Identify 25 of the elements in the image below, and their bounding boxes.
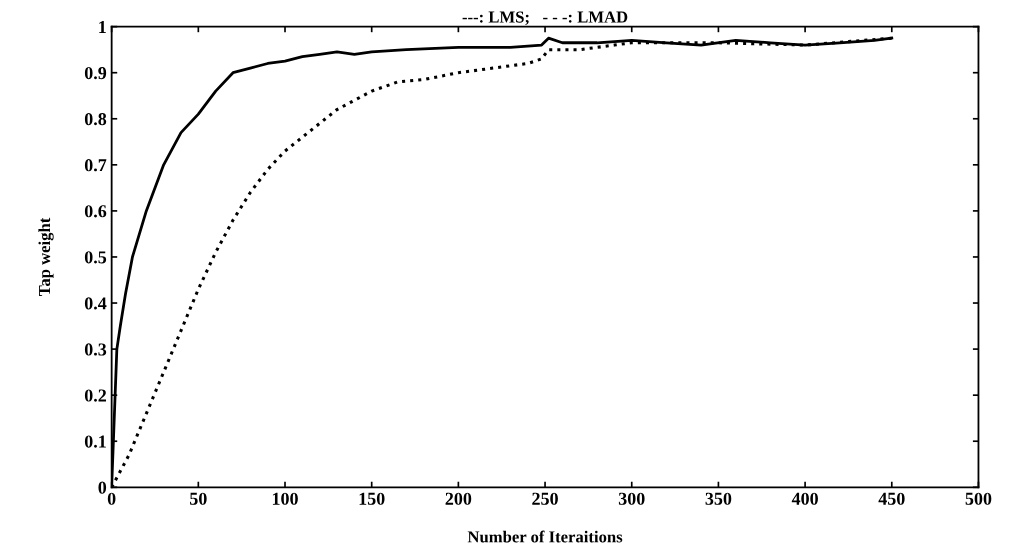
y-tick-label: 0.3 [84, 343, 107, 356]
x-tick-label: 200 [445, 492, 472, 505]
y-tick-label: 0.8 [84, 113, 107, 126]
x-tick-label: 150 [359, 492, 385, 505]
x-tick-label: 50 [190, 492, 207, 505]
y-tick-label: 0.6 [84, 205, 107, 218]
x-tick-label: 400 [791, 492, 818, 505]
x-tick-label: 350 [705, 492, 732, 505]
x-tick-label: 0 [107, 492, 116, 505]
x-tick-label: 450 [878, 492, 905, 505]
y-tick-label: 0.4 [84, 297, 107, 310]
y-axis-title: Tap weight [38, 217, 54, 296]
y-tick-label: 0.9 [84, 66, 107, 80]
x-axis-title: Number of Iteraitions [467, 530, 623, 543]
y-tick-label: 0.1 [84, 435, 106, 448]
chart-title: ---: LMS; - - -: LMAD [462, 11, 628, 26]
y-tick-label: 0.7 [84, 159, 107, 172]
x-tick-label: 300 [618, 492, 645, 505]
y-tick-label: 1 [99, 20, 106, 33]
x-tick-label: 500 [965, 492, 992, 505]
y-tick-label: 0.2 [84, 389, 107, 402]
x-tick-label: 100 [272, 492, 298, 505]
y-tick-label: 0 [98, 481, 107, 494]
y-tick-label: 0.5 [84, 251, 107, 264]
x-tick-label: 250 [532, 492, 558, 505]
